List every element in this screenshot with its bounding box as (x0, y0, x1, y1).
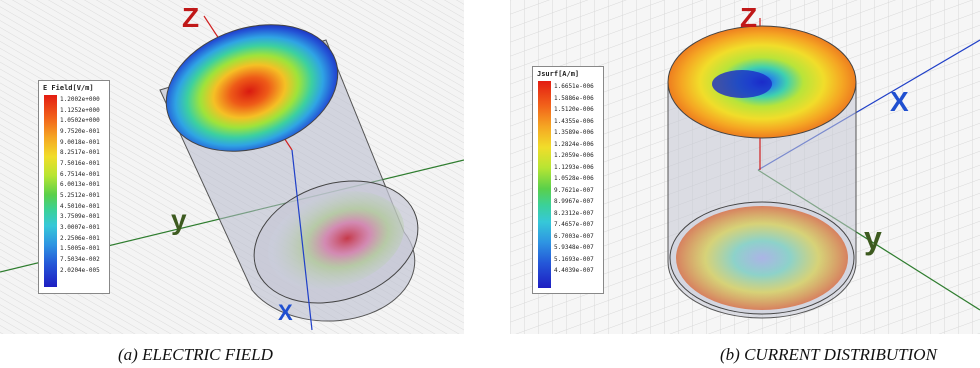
legend-value: 4.4039e-007 (554, 267, 594, 274)
y-axis-label: y (171, 204, 187, 235)
legend-value: 1.3589e-006 (554, 129, 594, 136)
legend-value: 8.9967e-007 (554, 198, 594, 205)
z-axis-label: Z (740, 2, 758, 33)
jsurf-legend: Jsurf[A/m] 1.6651e-006 1.5886e-006 1.512… (532, 66, 604, 294)
legend-value: 6.0013e-001 (60, 181, 100, 189)
legend-value: 1.2059e-006 (554, 152, 594, 159)
z-axis-label: Z (182, 2, 200, 33)
legend-value: 1.6651e-006 (554, 83, 594, 90)
legend-value: 5.2512e-001 (60, 191, 100, 199)
legend-value: 5.9348e-007 (554, 244, 594, 251)
caption-current-distribution: (b) CURRENT DISTRIBUTION (720, 345, 937, 364)
color-scale-bar (538, 81, 551, 288)
legend-value: 9.7621e-007 (554, 186, 594, 194)
legend-value: 3.7509e-001 (60, 213, 100, 221)
legend-value: 1.4355e-006 (554, 117, 594, 125)
legend-value: 1.2002e+000 (60, 96, 100, 103)
top-center-minimum (712, 70, 772, 98)
legend-value: 1.1252e+000 (60, 106, 100, 114)
bottom-current-pattern (676, 206, 848, 310)
legend-value: 8.2517e-001 (60, 149, 100, 157)
x-axis-label: X (890, 86, 909, 117)
legend-value: 9.7520e-001 (60, 127, 100, 135)
color-scale-bar (44, 95, 57, 287)
legend-value: 1.5120e-006 (554, 106, 594, 113)
bottom-field-pattern (267, 191, 405, 289)
legend-values: 1.2002e+000 1.1252e+000 1.0502e+000 9.75… (60, 95, 100, 276)
caption-electric-field: (a) ELECTRIC FIELD (118, 345, 273, 364)
legend-value: 2.2506e-001 (60, 234, 100, 242)
legend-title: E Field[V/m] (43, 84, 94, 92)
legend-value: 5.1693e-007 (554, 255, 594, 263)
legend-value: 1.2824e-006 (554, 140, 594, 148)
legend-title: Jsurf[A/m] (537, 70, 580, 78)
legend-value: 2.0204e-005 (60, 266, 100, 274)
legend-value: 6.7514e-001 (60, 170, 100, 178)
x-axis-line (291, 149, 313, 331)
legend-value: 6.7003e-007 (554, 232, 594, 240)
legend-value: 7.4657e-007 (554, 221, 594, 228)
y-axis-label: y (864, 220, 882, 256)
electric-field-scene (0, 0, 464, 334)
legend-value: 1.0502e+000 (60, 117, 100, 125)
cylinder-top-face (165, 24, 339, 152)
legend-values: 1.6651e-006 1.5886e-006 1.5120e-006 1.43… (554, 81, 594, 277)
legend-value: 1.5886e-006 (554, 94, 594, 102)
legend-value: 1.0528e-006 (554, 175, 594, 182)
legend-value: 9.0018e-001 (60, 138, 100, 146)
legend-value: 1.1293e-006 (554, 163, 594, 171)
legend-value: 8.2312e-007 (554, 209, 594, 217)
electric-field-plot: Z y X (0, 0, 464, 334)
legend-value: 7.5016e-001 (60, 159, 100, 167)
x-axis-label: X (278, 300, 293, 325)
legend-value: 1.5005e-001 (60, 245, 100, 253)
legend-value: 7.5034e-002 (60, 255, 100, 263)
legend-value: 4.5010e-001 (60, 202, 100, 210)
e-field-legend: E Field[V/m] 1.2002e+000 1.1252e+000 1.0… (38, 80, 110, 294)
legend-value: 3.0007e-001 (60, 223, 100, 231)
